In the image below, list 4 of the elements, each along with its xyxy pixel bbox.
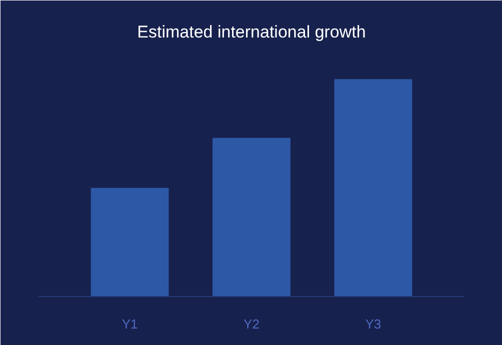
x-tick-label: Y1 [122, 316, 138, 332]
chart-title: Estimated international growth [137, 22, 366, 42]
x-tick-label: Y2 [244, 316, 260, 332]
x-tick-label: Y3 [365, 316, 382, 332]
